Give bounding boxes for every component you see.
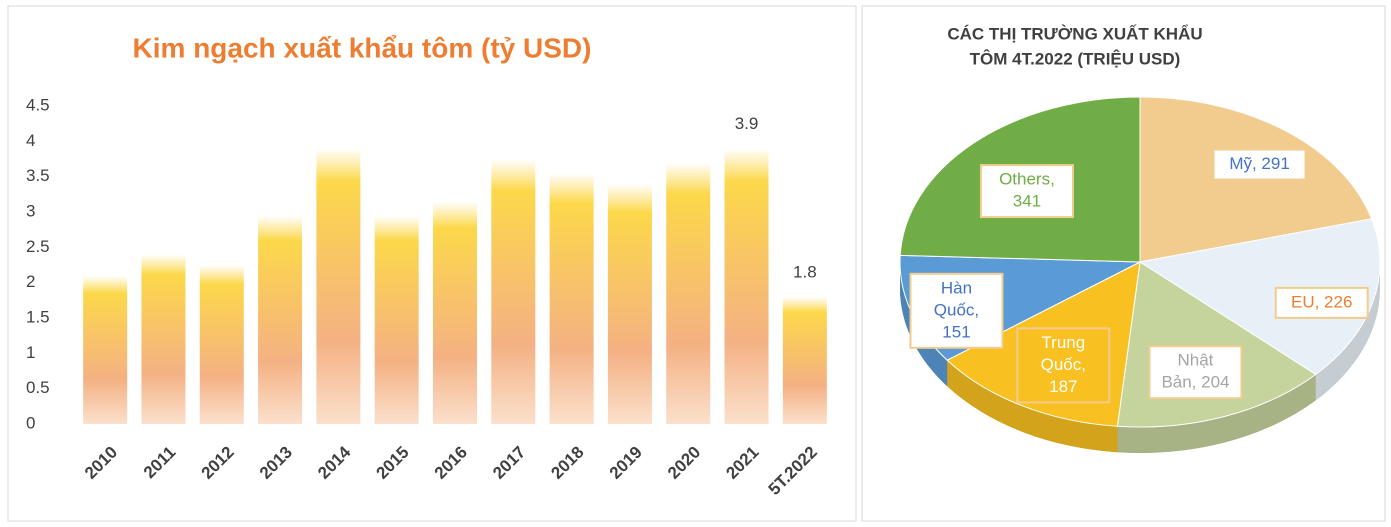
label-box — [1016, 327, 1111, 404]
bar — [666, 162, 711, 425]
data-label: 187 — [1049, 377, 1077, 396]
pie-side — [1117, 374, 1316, 454]
y-tick-label: 2 — [26, 272, 35, 291]
data-label: 151 — [942, 322, 970, 341]
data-label: Hàn — [941, 278, 972, 297]
data-label: Mỹ, 291 — [1229, 154, 1289, 173]
left-panel — [7, 5, 857, 522]
data-label: Bản, 204 — [1161, 373, 1229, 392]
pie-side — [900, 262, 948, 387]
y-tick-label: 0.5 — [26, 378, 50, 397]
bar — [433, 201, 477, 424]
y-tick-label: 2.5 — [26, 237, 50, 256]
data-label: Quốc, — [1041, 355, 1086, 374]
y-tick-label: 4.5 — [26, 95, 50, 114]
label-box — [1274, 286, 1369, 319]
right-panel — [861, 5, 1386, 522]
bar — [316, 148, 361, 424]
label-box — [909, 272, 1004, 349]
data-label: 1.8 — [793, 262, 817, 281]
x-tick-label: 2016 — [431, 443, 471, 483]
data-label: Trung — [1041, 333, 1085, 352]
y-tick-label: 4 — [26, 131, 35, 150]
x-tick-label: 2013 — [256, 443, 296, 483]
x-tick-label: 2012 — [198, 443, 238, 483]
bar — [549, 173, 594, 424]
x-tick-label: 2010 — [81, 443, 121, 483]
bar — [374, 215, 419, 424]
x-tick-label: 2017 — [489, 443, 529, 483]
label-box — [1148, 345, 1243, 400]
bar — [491, 159, 536, 424]
bar — [607, 183, 652, 424]
data-label: 341 — [1013, 192, 1041, 211]
x-tick-label: 2019 — [606, 443, 646, 483]
bar — [782, 296, 827, 424]
data-label: Nhật — [1178, 351, 1214, 370]
y-tick-label: 3 — [26, 201, 35, 220]
y-tick-label: 1 — [26, 343, 35, 362]
x-tick-label: 5T.2022 — [765, 443, 821, 499]
y-tick-label: 3.5 — [26, 166, 50, 185]
pie-side — [1315, 262, 1380, 401]
label-box — [1212, 148, 1307, 181]
bar — [199, 265, 244, 424]
x-tick-label: 2020 — [664, 443, 704, 483]
data-label: Others, — [999, 170, 1055, 189]
bar — [724, 148, 769, 424]
pie-side — [947, 360, 1118, 453]
bar — [258, 215, 303, 424]
x-tick-label: 2014 — [314, 442, 355, 483]
x-tick-label: 2018 — [547, 443, 587, 483]
bar — [141, 254, 186, 424]
pie-title: CÁC THỊ TRƯỜNG XUẤT KHẨU — [947, 24, 1202, 43]
y-tick-label: 1.5 — [26, 307, 50, 326]
pie-slice — [946, 261, 1141, 427]
label-box — [979, 164, 1074, 219]
data-label: 3.9 — [735, 114, 759, 133]
pie-slice — [1138, 218, 1381, 376]
x-tick-label: 2015 — [373, 443, 413, 483]
bar — [83, 275, 128, 424]
y-tick-label: 0 — [26, 413, 35, 432]
data-label: EU, 226 — [1291, 292, 1352, 311]
bar-title: Kim ngạch xuất khẩu tôm (tỷ USD) — [133, 32, 592, 63]
data-label: Quốc, — [934, 300, 979, 319]
pie-title: TÔM 4T.2022 (TRIỆU USD) — [970, 49, 1181, 68]
x-tick-label: 2021 — [722, 443, 762, 483]
x-tick-label: 2011 — [140, 443, 180, 483]
